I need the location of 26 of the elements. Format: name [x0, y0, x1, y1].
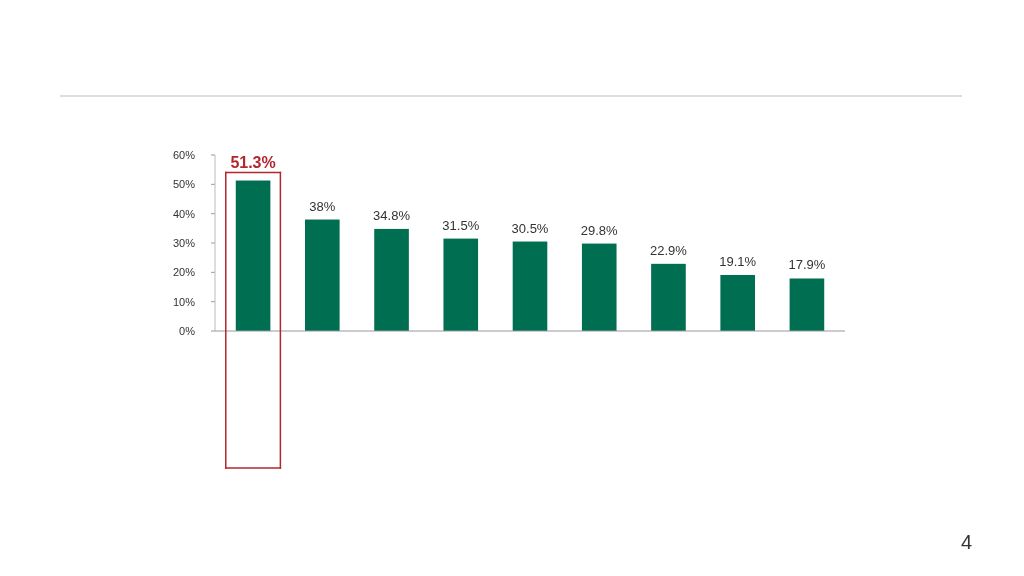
y-tick-label: 10% [172, 295, 196, 308]
bar [512, 241, 548, 331]
bar [305, 219, 340, 331]
data-label: 19.1% [719, 253, 757, 269]
data-label: 17.9% [788, 257, 826, 273]
bar [789, 278, 825, 331]
data-label: 30.5% [511, 220, 549, 236]
data-label: 22.9% [650, 242, 688, 258]
data-label: 51.3% [230, 153, 276, 171]
bar [374, 228, 409, 331]
y-tick-label: 20% [172, 266, 196, 279]
data-label: 38% [309, 198, 336, 214]
data-label: 34.8% [373, 207, 411, 223]
y-tick-label: 50% [172, 178, 196, 191]
bar [581, 243, 617, 331]
y-tick-label: 60% [172, 148, 196, 161]
text: 4 [960, 531, 972, 553]
bar [720, 274, 755, 331]
bar [443, 238, 479, 331]
y-tick-label: 30% [172, 236, 196, 249]
data-label: 29.8% [580, 222, 619, 238]
bar [651, 263, 686, 331]
y-tick-label: 40% [172, 207, 196, 220]
data-label: 31.5% [442, 217, 480, 233]
bar [235, 180, 271, 331]
y-tick-label: 0% [179, 324, 196, 337]
